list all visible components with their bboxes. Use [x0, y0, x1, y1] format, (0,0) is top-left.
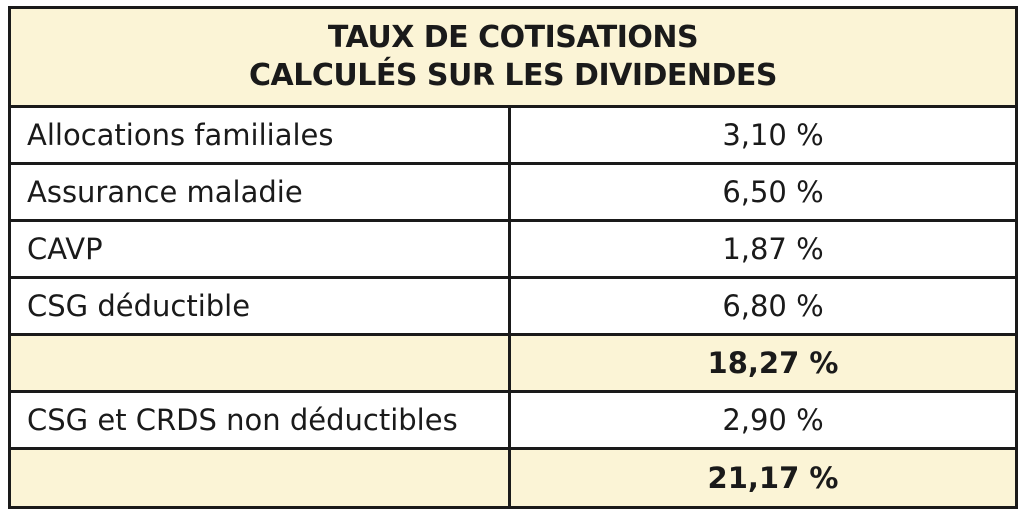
row-label: Assurance maladie — [11, 165, 511, 219]
row-value: 1,87 % — [722, 232, 824, 266]
row-label — [11, 450, 511, 506]
row-value: 2,90 % — [722, 403, 824, 437]
subtotal-value: 18,27 % — [707, 346, 839, 380]
total-value: 21,17 % — [707, 461, 839, 495]
row-value: 6,80 % — [722, 289, 824, 323]
contributions-table: TAUX DE COTISATIONS CALCULÉS SUR LES DIV… — [8, 6, 1018, 509]
row-value: 3,10 % — [722, 118, 824, 152]
table-row: CSG et CRDS non déductibles 2,90 % — [11, 393, 1015, 450]
table-row: CSG déductible 6,80 % — [11, 279, 1015, 336]
total-row: 21,17 % — [11, 450, 1015, 506]
table-row: CAVP 1,87 % — [11, 222, 1015, 279]
table-title-line-1: TAUX DE COTISATIONS — [327, 20, 699, 55]
table-row: Assurance maladie 6,50 % — [11, 165, 1015, 222]
row-label: CSG déductible — [11, 279, 511, 333]
row-label: CSG et CRDS non déductibles — [11, 393, 511, 447]
row-value: 6,50 % — [722, 175, 824, 209]
row-label: CAVP — [11, 222, 511, 276]
row-label: Allocations familiales — [11, 108, 511, 162]
subtotal-row: 18,27 % — [11, 336, 1015, 393]
table-header: TAUX DE COTISATIONS CALCULÉS SUR LES DIV… — [11, 9, 1015, 108]
table-row: Allocations familiales 3,10 % — [11, 108, 1015, 165]
table-title-line-2: CALCULÉS SUR LES DIVIDENDES — [248, 58, 778, 93]
row-label — [11, 336, 511, 390]
